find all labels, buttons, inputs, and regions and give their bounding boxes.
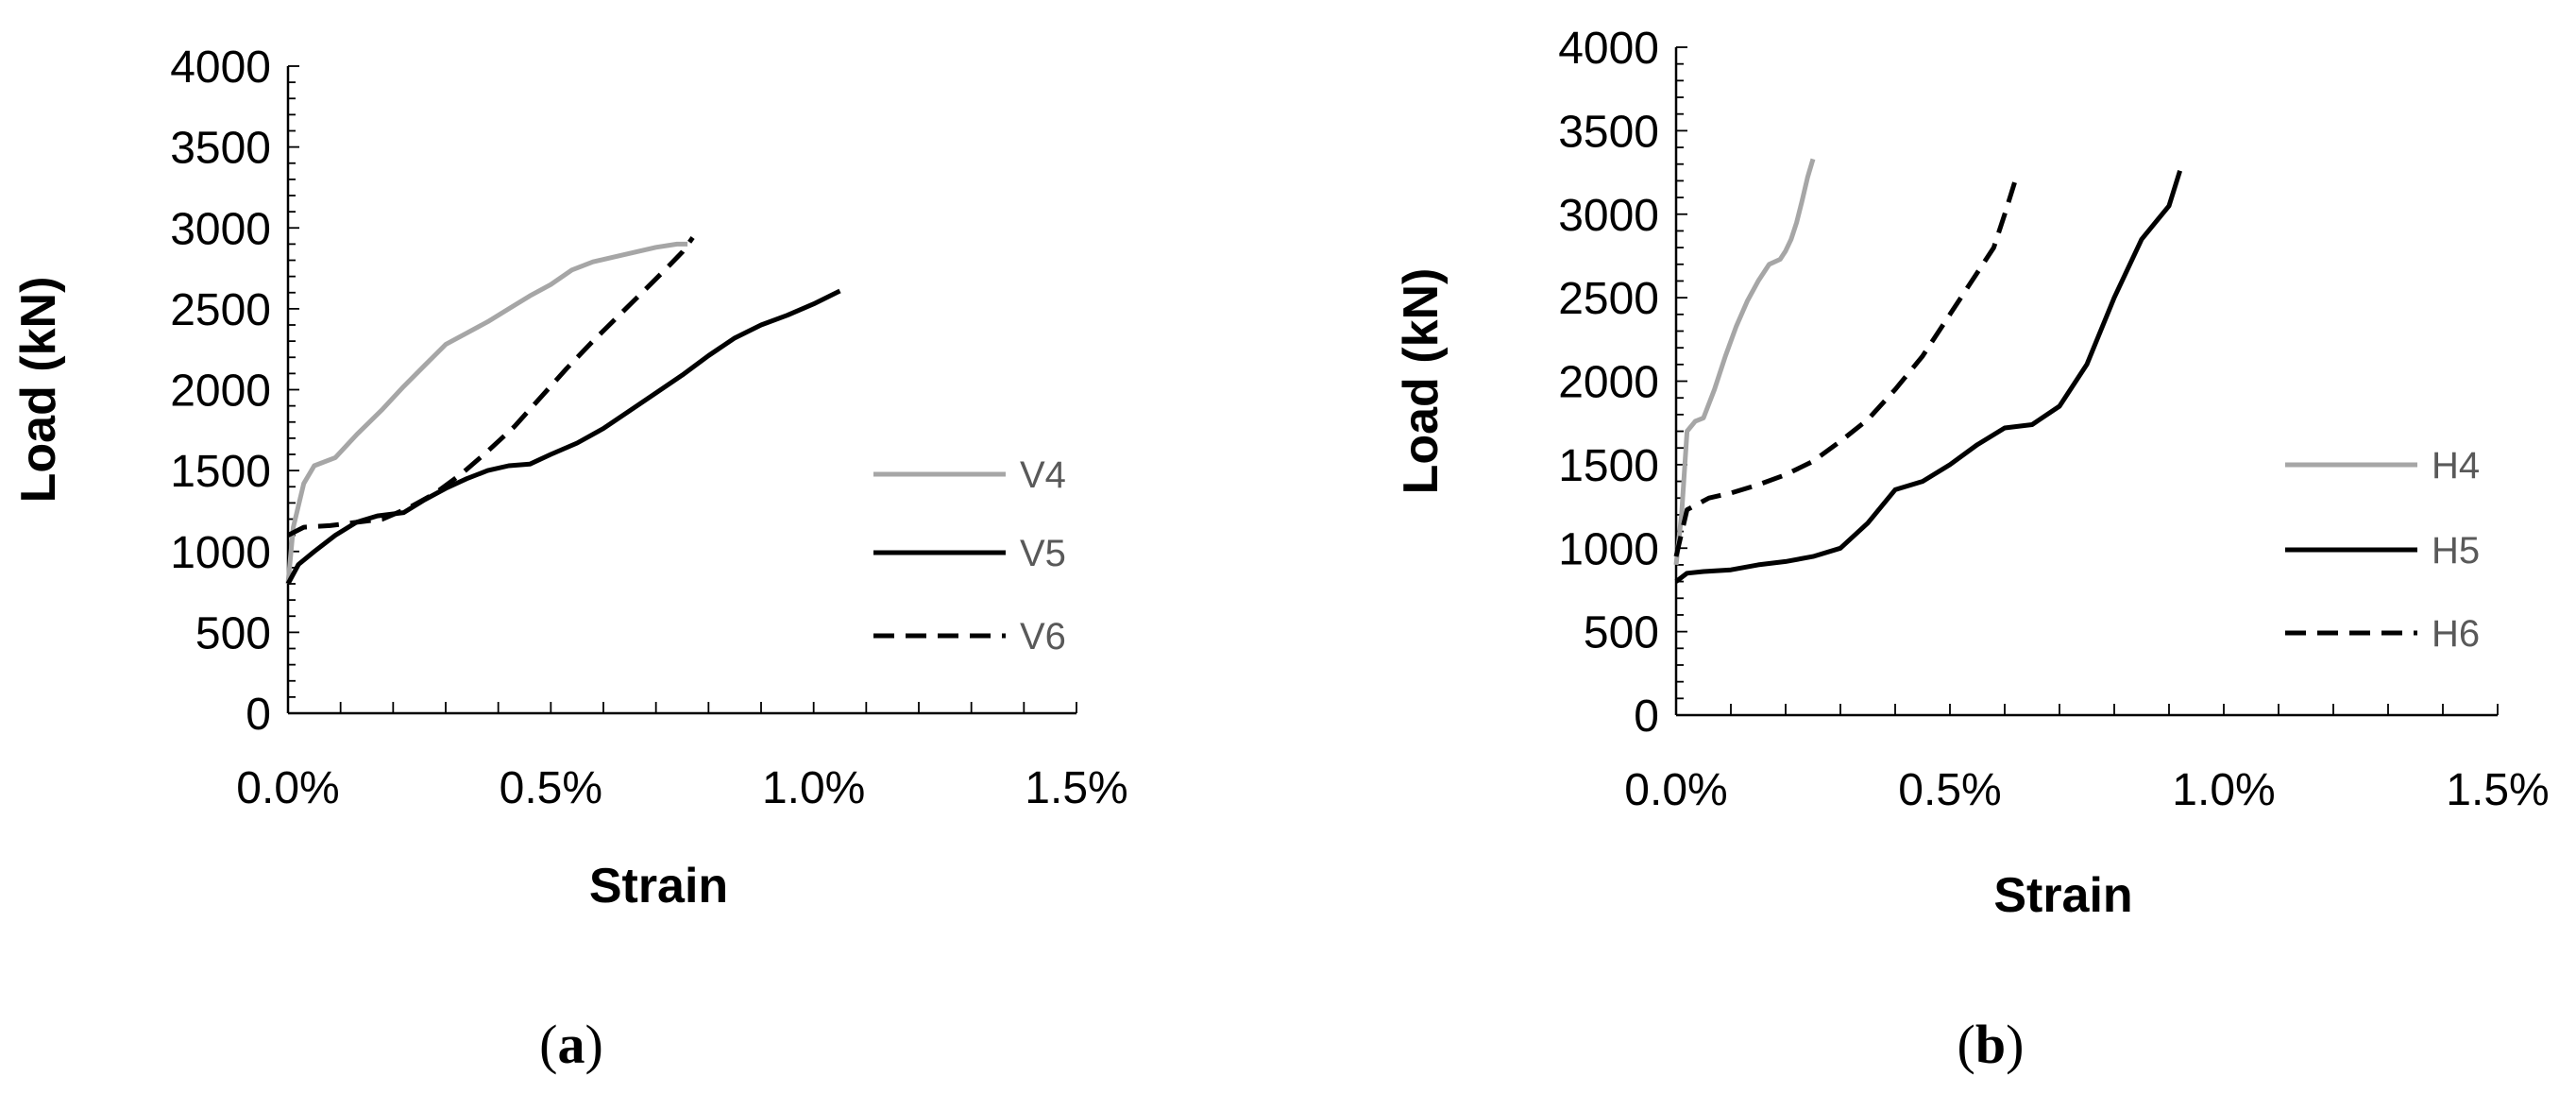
x-tick-label: 0.0%: [236, 763, 339, 813]
series-line-v6: [286, 236, 695, 538]
y-tick-label: 1500: [1558, 441, 1659, 491]
y-tick-label: 500: [1584, 608, 1659, 658]
series-line-v4: [285, 241, 688, 585]
panel-label-letter: a: [558, 1014, 585, 1075]
panel-label-close: ): [2006, 1014, 2024, 1075]
series-line-h6: [1673, 178, 2018, 557]
legend-label-v4: V4: [1020, 454, 1066, 496]
y-axis-title: Load (kN): [1394, 268, 1449, 495]
x-tick-label: 0.0%: [1624, 765, 1727, 815]
x-tick-label: 1.5%: [1025, 763, 1127, 813]
x-tick-label: 0.5%: [500, 763, 602, 813]
panel-label: (a): [539, 1014, 603, 1075]
legend-label-h4: H4: [2432, 445, 2480, 487]
x-axis-title: Strain: [589, 859, 728, 914]
y-tick-label: 1500: [170, 447, 271, 497]
panel-label-open: (: [539, 1014, 557, 1075]
y-tick-label: 2500: [170, 285, 271, 335]
y-tick-label: 4000: [1558, 24, 1659, 74]
x-axis-title: Strain: [1993, 868, 2132, 923]
chart-panel-a: 0 500 1000 1500 2000 2500 3000 3500 4000 0.0% 0.5%…: [11, 43, 1128, 1075]
y-tick-label: 3500: [170, 124, 271, 174]
chart-panel-b: 0 500 1000 1500 2000 2500 3000 3500 4000 0.0% 0.5%…: [1394, 24, 2550, 1075]
y-tick-label: 3500: [1558, 107, 1659, 157]
y-tick-label: 1000: [170, 528, 271, 578]
legend-label-v6: V6: [1020, 616, 1066, 658]
y-tick-label: 2000: [170, 367, 271, 417]
series-line-v5: [285, 288, 841, 586]
legend-label-h6: H6: [2432, 613, 2480, 655]
legend-label-v5: V5: [1020, 533, 1066, 574]
y-tick-label: 1000: [1558, 524, 1659, 574]
y-tick-label: 2500: [1558, 274, 1659, 324]
x-tick-label: 1.0%: [762, 763, 865, 813]
series-line-h4: [1673, 158, 1816, 566]
y-tick-label: 3000: [1558, 191, 1659, 241]
panel-label: (b): [1957, 1014, 2025, 1075]
panel-label-open: (: [1957, 1014, 1975, 1075]
y-tick-label: 4000: [170, 43, 271, 93]
y-tick-label: 0: [246, 690, 271, 740]
y-tick-label: 3000: [170, 204, 271, 254]
x-tick-label: 0.5%: [1898, 765, 2001, 815]
panel-label-letter: b: [1975, 1014, 2006, 1075]
y-tick-label: 500: [195, 608, 271, 658]
panel-label-close: ): [585, 1014, 603, 1075]
y-tick-label: 2000: [1558, 358, 1659, 408]
series-line-h5: [1674, 170, 2182, 584]
x-tick-label: 1.0%: [2172, 765, 2275, 815]
y-tick-label: 0: [1634, 692, 1659, 742]
x-tick-label: 1.5%: [2446, 765, 2549, 815]
legend-label-h5: H5: [2432, 530, 2480, 572]
y-axis-title: Load (kN): [11, 277, 66, 504]
